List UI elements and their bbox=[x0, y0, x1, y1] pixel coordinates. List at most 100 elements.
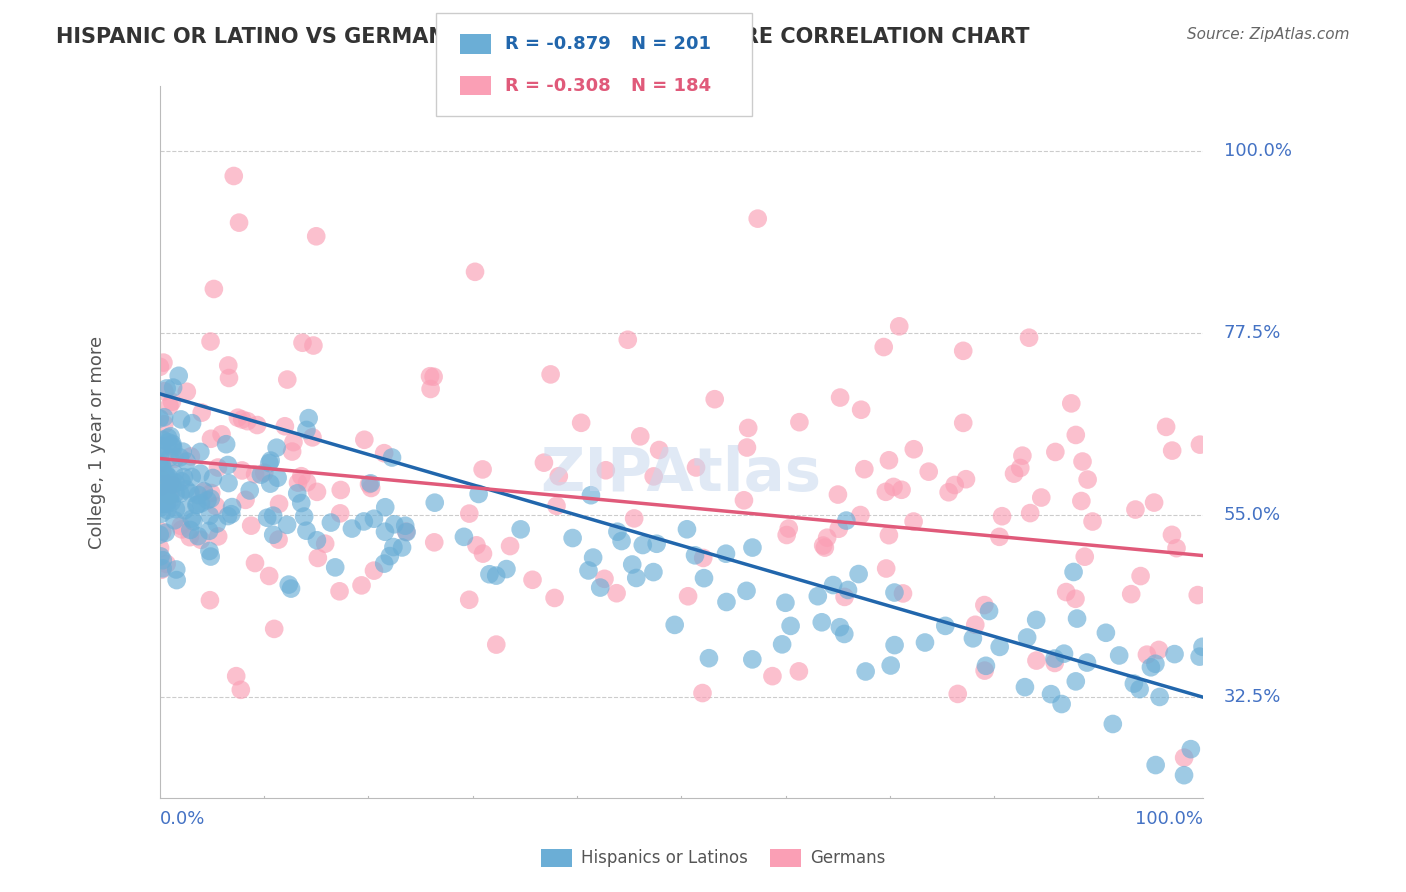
Point bbox=[465, 538, 488, 552]
Point bbox=[287, 475, 309, 490]
Point bbox=[363, 564, 385, 578]
Point bbox=[610, 534, 633, 549]
Point bbox=[170, 412, 193, 426]
Point bbox=[855, 665, 877, 679]
Point bbox=[163, 467, 186, 481]
Point bbox=[977, 604, 1000, 618]
Point bbox=[165, 475, 187, 490]
Point bbox=[159, 487, 181, 501]
Point bbox=[240, 518, 263, 533]
Point bbox=[200, 549, 222, 564]
Point bbox=[235, 492, 257, 507]
Point bbox=[222, 169, 245, 183]
Point bbox=[149, 486, 172, 500]
Point bbox=[1188, 437, 1211, 451]
Point bbox=[281, 444, 304, 458]
Point bbox=[160, 495, 183, 509]
Point bbox=[360, 476, 382, 491]
Point bbox=[952, 416, 974, 430]
Point bbox=[149, 442, 172, 457]
Point bbox=[1166, 541, 1188, 556]
Point bbox=[160, 395, 183, 409]
Point bbox=[176, 454, 198, 468]
Point bbox=[834, 590, 856, 604]
Text: 100.0%: 100.0% bbox=[1223, 142, 1292, 160]
Point bbox=[162, 437, 184, 451]
Point bbox=[974, 658, 997, 673]
Point bbox=[903, 442, 925, 457]
Point bbox=[360, 481, 382, 495]
Point bbox=[1173, 768, 1195, 782]
Point bbox=[683, 549, 706, 563]
Point bbox=[198, 593, 221, 607]
Point bbox=[174, 483, 197, 497]
Point bbox=[1050, 697, 1073, 711]
Point bbox=[988, 530, 1011, 544]
Point bbox=[741, 652, 763, 666]
Point bbox=[150, 507, 173, 521]
Point bbox=[150, 472, 173, 486]
Point bbox=[190, 467, 212, 481]
Point bbox=[170, 519, 193, 533]
Point bbox=[889, 319, 911, 334]
Text: 0.0%: 0.0% bbox=[160, 810, 205, 829]
Point bbox=[156, 483, 179, 498]
Point bbox=[162, 478, 184, 492]
Point bbox=[257, 569, 280, 583]
Point bbox=[162, 441, 184, 455]
Point bbox=[200, 486, 222, 500]
Point bbox=[167, 368, 190, 383]
Point bbox=[1017, 631, 1039, 645]
Point bbox=[676, 589, 699, 603]
Point bbox=[170, 475, 193, 489]
Point bbox=[664, 618, 686, 632]
Point bbox=[162, 439, 184, 453]
Point bbox=[890, 483, 912, 497]
Point bbox=[807, 589, 830, 603]
Point bbox=[267, 533, 290, 547]
Point bbox=[1077, 473, 1099, 487]
Point bbox=[226, 410, 249, 425]
Point bbox=[193, 484, 215, 499]
Point bbox=[1054, 585, 1077, 599]
Point bbox=[373, 446, 395, 460]
Point bbox=[1063, 565, 1085, 579]
Point bbox=[776, 528, 799, 542]
Point bbox=[606, 524, 628, 539]
Point bbox=[221, 500, 243, 515]
Point bbox=[692, 686, 714, 700]
Point bbox=[166, 573, 188, 587]
Point bbox=[323, 560, 346, 574]
Point bbox=[159, 429, 181, 443]
Point bbox=[1143, 495, 1166, 509]
Point bbox=[779, 619, 801, 633]
Point bbox=[606, 586, 628, 600]
Point bbox=[775, 596, 797, 610]
Point bbox=[149, 495, 172, 509]
Point bbox=[193, 484, 215, 499]
Point bbox=[149, 488, 172, 502]
Point bbox=[891, 586, 914, 600]
Point bbox=[903, 515, 925, 529]
Text: N = 201: N = 201 bbox=[631, 35, 711, 53]
Point bbox=[307, 551, 329, 566]
Point bbox=[150, 460, 173, 475]
Point bbox=[200, 491, 222, 506]
Point bbox=[471, 462, 494, 476]
Point bbox=[200, 432, 222, 446]
Point bbox=[277, 577, 299, 591]
Point bbox=[458, 507, 481, 521]
Point bbox=[1149, 690, 1171, 704]
Point bbox=[1129, 569, 1152, 583]
Point bbox=[1043, 651, 1066, 665]
Point bbox=[1129, 682, 1152, 697]
Point bbox=[815, 531, 838, 545]
Point bbox=[1122, 676, 1144, 690]
Point bbox=[350, 578, 373, 592]
Point bbox=[1140, 660, 1163, 674]
Point bbox=[157, 431, 180, 445]
Text: R = -0.879: R = -0.879 bbox=[505, 35, 610, 53]
Point bbox=[589, 581, 612, 595]
Text: ZIPAtlas: ZIPAtlas bbox=[541, 445, 821, 504]
Point bbox=[276, 517, 298, 532]
